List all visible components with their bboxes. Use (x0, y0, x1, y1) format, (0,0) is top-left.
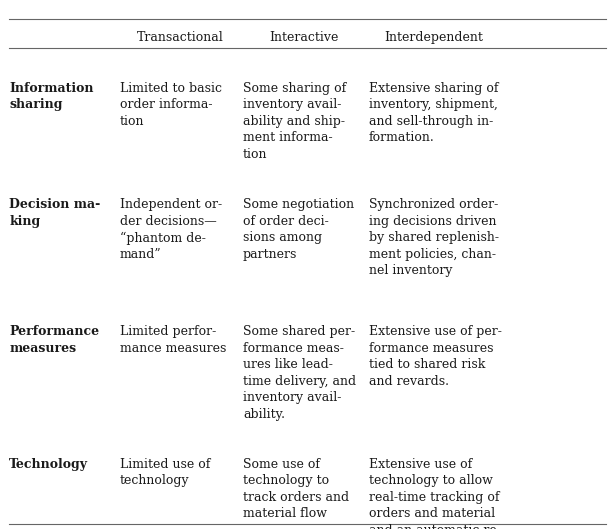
Text: Transactional: Transactional (137, 31, 224, 43)
Text: Synchronized order-
ing decisions driven
by shared replenish-
ment policies, cha: Synchronized order- ing decisions driven… (369, 198, 499, 277)
Text: Extensive use of
technology to allow
real-time tracking of
orders and material
a: Extensive use of technology to allow rea… (369, 458, 501, 529)
Text: Limited perfor-
mance measures: Limited perfor- mance measures (120, 325, 226, 355)
Text: Decision ma-
king: Decision ma- king (9, 198, 100, 228)
Text: Some shared per-
formance meas-
ures like lead-
time delivery, and
inventory ava: Some shared per- formance meas- ures lik… (243, 325, 356, 421)
Text: Some negotiation
of order deci-
sions among
partners: Some negotiation of order deci- sions am… (243, 198, 354, 261)
Text: Information
sharing: Information sharing (9, 82, 93, 112)
Text: Limited to basic
order informa-
tion: Limited to basic order informa- tion (120, 82, 222, 128)
Text: Technology: Technology (9, 458, 88, 471)
Text: Some sharing of
inventory avail-
ability and ship-
ment informa-
tion: Some sharing of inventory avail- ability… (243, 82, 346, 161)
Text: Extensive use of per-
formance measures
tied to shared risk
and revards.: Extensive use of per- formance measures … (369, 325, 502, 388)
Text: Extensive sharing of
inventory, shipment,
and sell-through in-
formation.: Extensive sharing of inventory, shipment… (369, 82, 499, 144)
Text: Some use of
technology to
track orders and
material flow: Some use of technology to track orders a… (243, 458, 349, 520)
Text: Interactive: Interactive (270, 31, 339, 43)
Text: Independent or-
der decisions—
“phantom de-
mand”: Independent or- der decisions— “phantom … (120, 198, 222, 261)
Text: Interdependent: Interdependent (384, 31, 483, 43)
Text: Performance
measures: Performance measures (9, 325, 100, 355)
Text: Limited use of
technology: Limited use of technology (120, 458, 210, 487)
